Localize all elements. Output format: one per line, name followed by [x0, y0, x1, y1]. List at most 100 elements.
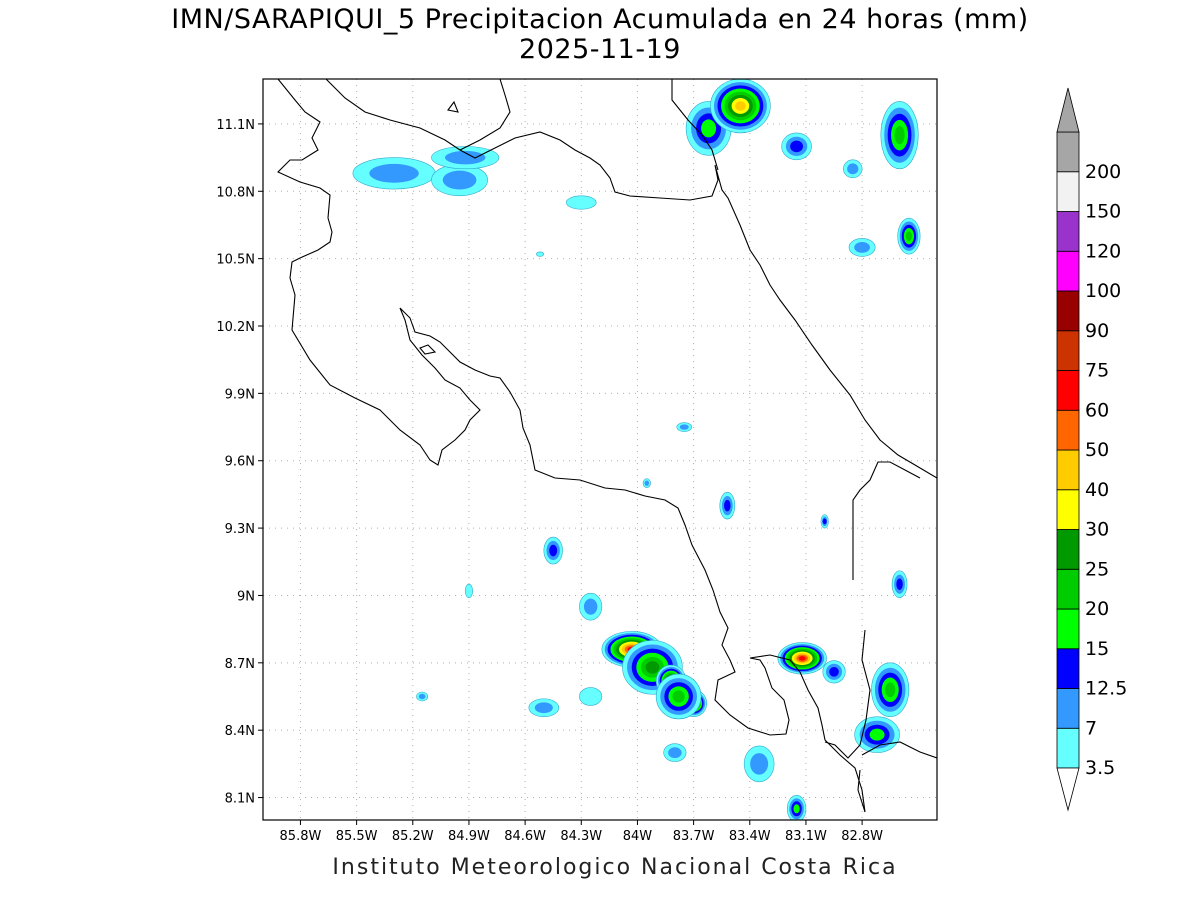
precip-contour — [894, 125, 905, 145]
precip-contour — [854, 242, 870, 253]
precip-contour — [822, 518, 827, 525]
panama-bay — [857, 769, 866, 813]
precip-contour — [644, 480, 650, 486]
precipitation-field — [352, 79, 921, 820]
panama-south-coast — [861, 741, 937, 759]
legend-label: 30 — [1085, 519, 1109, 541]
legend-swatch — [1056, 489, 1080, 530]
panama-border — [852, 461, 921, 580]
precip-contour — [418, 693, 426, 700]
lon-tick-label: 83.1W — [785, 829, 827, 844]
lat-tick-label: 9N — [237, 589, 255, 604]
legend-label: 150 — [1085, 201, 1121, 223]
lat-tick-label: 9.6N — [225, 455, 255, 470]
legend-label: 20 — [1085, 598, 1109, 620]
precip-contour — [645, 661, 660, 674]
caribbean-coastline — [325, 79, 937, 479]
lat-tick-label: 10.5N — [216, 253, 255, 268]
legend-swatch — [1056, 568, 1080, 610]
grid-lines — [263, 79, 937, 820]
legend-label: 15 — [1085, 638, 1109, 660]
legend-swatch — [1056, 290, 1080, 332]
san-juan-river — [671, 79, 719, 171]
precip-contour — [579, 687, 603, 706]
legend-label: 100 — [1085, 280, 1121, 302]
legend-above-triangle — [1056, 87, 1080, 133]
precip-contour — [672, 690, 685, 703]
lat-tick-label: 11.1N — [216, 118, 255, 133]
legend-swatch — [1056, 409, 1080, 451]
lon-tick-label: 85.2W — [392, 829, 434, 844]
legend-swatch — [1056, 608, 1080, 650]
legend-label: 200 — [1085, 161, 1121, 183]
nicaragua-border — [459, 79, 511, 151]
lat-tick-label: 9.9N — [225, 387, 255, 402]
precip-contour — [735, 101, 746, 111]
legend-swatch — [1056, 648, 1080, 689]
lat-tick-label: 8.7N — [225, 657, 255, 672]
island-nicoya — [419, 344, 437, 355]
lon-tick-label: 84.6W — [504, 829, 546, 844]
axis-labels: 85.8W 85.5W 85.2W 84.9W 84.6W 84.3W 84W 83.7W 83… — [216, 118, 883, 844]
legend-swatch — [1056, 171, 1080, 212]
lat-tick-label: 10.2N — [216, 320, 255, 335]
legend-label: 40 — [1085, 479, 1109, 501]
lon-tick-label: 83.4W — [729, 829, 771, 844]
precip-contour — [369, 163, 419, 183]
legend-label: 75 — [1085, 360, 1109, 382]
lat-tick-label: 8.1N — [225, 792, 255, 807]
precip-contour — [668, 747, 682, 759]
precip-contour — [549, 544, 558, 557]
legend-label: 50 — [1085, 439, 1109, 461]
lon-tick-label: 84.9W — [448, 829, 490, 844]
precip-contour — [790, 140, 804, 153]
legend-swatch — [1056, 211, 1080, 252]
precip-contour — [724, 499, 731, 512]
legend-swatch — [1056, 727, 1080, 769]
precip-contour — [829, 666, 839, 677]
precip-contour — [701, 119, 717, 138]
precip-contour — [583, 598, 598, 615]
credit-text: Instituto Meteorologico Nacional Costa R… — [332, 855, 898, 880]
panama-coast — [824, 629, 871, 759]
precip-contour — [847, 163, 859, 175]
legend-label: 25 — [1085, 558, 1109, 580]
legend-swatch — [1056, 330, 1080, 371]
legend-label: 90 — [1085, 320, 1109, 342]
lat-tick-label: 9.3N — [225, 522, 255, 537]
precip-contour — [679, 424, 689, 430]
lon-tick-label: 85.8W — [280, 829, 322, 844]
precip-contour — [885, 682, 896, 698]
lat-tick-label: 10.8N — [216, 185, 255, 200]
chart-title: IMN/SARAPIQUI_5 Precipitacion Acumulada … — [171, 4, 1029, 35]
lon-tick-label: 82.8W — [841, 829, 883, 844]
legend-swatch — [1056, 131, 1080, 173]
legend-swatch — [1056, 370, 1080, 411]
lon-tick-label: 84.3W — [560, 829, 602, 844]
precip-contour — [798, 656, 806, 661]
lon-tick-label: 83.7W — [673, 829, 715, 844]
legend-label: 12.5 — [1085, 678, 1127, 700]
chart-date: 2025-11-19 — [519, 34, 681, 65]
precip-contour — [565, 195, 597, 210]
legend-label: 60 — [1085, 399, 1109, 421]
precip-contour — [442, 170, 477, 190]
precip-contour — [444, 150, 486, 165]
precip-contour — [793, 804, 800, 814]
lon-tick-label: 84W — [623, 829, 653, 844]
color-legend: 3.5 7 12.5 15 20 25 30 40 50 60 75 90 100 120 150 200 — [1056, 87, 1127, 812]
precip-contour — [750, 753, 769, 775]
pacific-coastline — [277, 79, 866, 813]
legend-label: 7 — [1085, 717, 1097, 739]
legend-swatch — [1056, 529, 1080, 570]
coastline — [277, 79, 937, 813]
precip-contour — [896, 578, 903, 591]
legend-swatch — [1056, 688, 1080, 729]
legend-below-triangle — [1056, 767, 1080, 812]
precip-contour — [905, 231, 912, 242]
plot-frame — [262, 78, 938, 821]
legend-swatch — [1056, 250, 1080, 292]
precip-contour — [464, 583, 473, 598]
lat-tick-label: 8.4N — [225, 724, 255, 739]
